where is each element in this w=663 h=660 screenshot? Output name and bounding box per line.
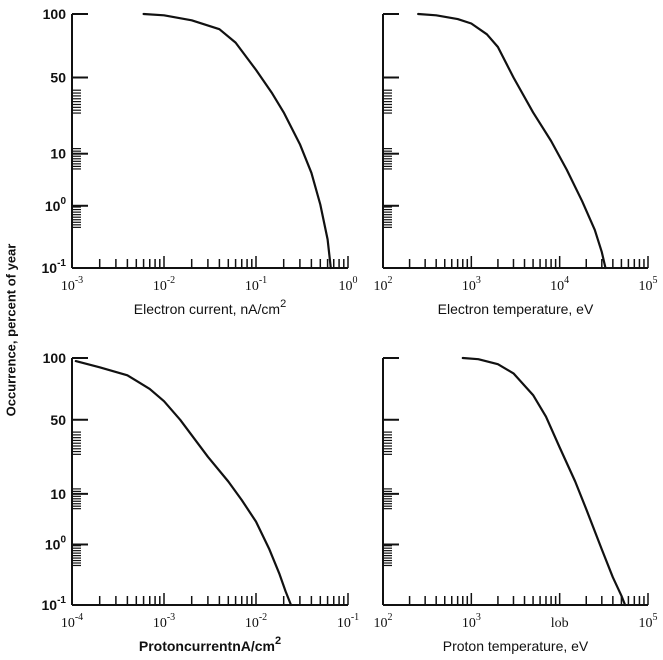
y-tick-label: 10-1: [42, 595, 67, 613]
x-axis-label: Electron current, nA/cm2: [134, 298, 286, 317]
chart-panel: 10-3 10-2 10-1 100 100 50 10 100 10-1 Electron cu…: [42, 6, 358, 317]
x-tick-label: 103: [462, 612, 481, 631]
x-tick-label: 10-3: [61, 275, 83, 294]
y-tick-label: 10: [50, 146, 66, 162]
x-axis-label: ProtoncurrentnA/cm2: [139, 635, 281, 654]
y-tick-label: 10-1: [42, 258, 67, 276]
x-tick-label: 10-4: [61, 612, 83, 631]
x-tick-label: 104: [550, 275, 569, 294]
y-tick-label: 100: [45, 196, 67, 214]
y-tick-label: 50: [50, 412, 66, 428]
x-tick-label: 10-1: [245, 275, 267, 294]
x-tick-label: 10-1: [337, 612, 359, 631]
x-tick-label: 105: [639, 275, 658, 294]
chart-panel: 102 103 104 105 Electron temperature, eV: [374, 12, 658, 317]
y-tick-label: 50: [50, 70, 66, 86]
x-tick-label: 103: [462, 275, 481, 294]
x-axis-label: Proton temperature, eV: [443, 638, 589, 654]
x-tick-label: 10-3: [153, 612, 175, 631]
x-tick-label: 10-2: [153, 275, 175, 294]
chart-panel: 10-4 10-3 10-2 10-1 100 50 10 100 10-1 Protoncurr…: [42, 350, 360, 654]
series-line: [417, 12, 607, 270]
chart-panel: 102 103 lob 105 Proton temperature, eV: [374, 356, 658, 654]
y-tick-label: 100: [43, 6, 67, 22]
x-tick-label: 102: [374, 612, 393, 631]
x-axis-label: Electron temperature, eV: [438, 301, 594, 317]
series-line: [461, 356, 627, 607]
x-tick-label: 105: [639, 612, 658, 631]
y-tick-label: 100: [43, 350, 67, 366]
x-tick-label: 100: [339, 275, 358, 294]
y-tick-label: 100: [45, 534, 67, 552]
shared-y-axis-label: Occurrence, percent of year: [3, 243, 19, 417]
y-tick-label: 10: [50, 486, 66, 502]
series-line: [142, 12, 332, 270]
x-tick-label: 102: [374, 275, 393, 294]
x-tick-label: lob: [551, 616, 569, 631]
x-tick-label: 10-2: [245, 612, 267, 631]
series-line: [74, 360, 293, 607]
